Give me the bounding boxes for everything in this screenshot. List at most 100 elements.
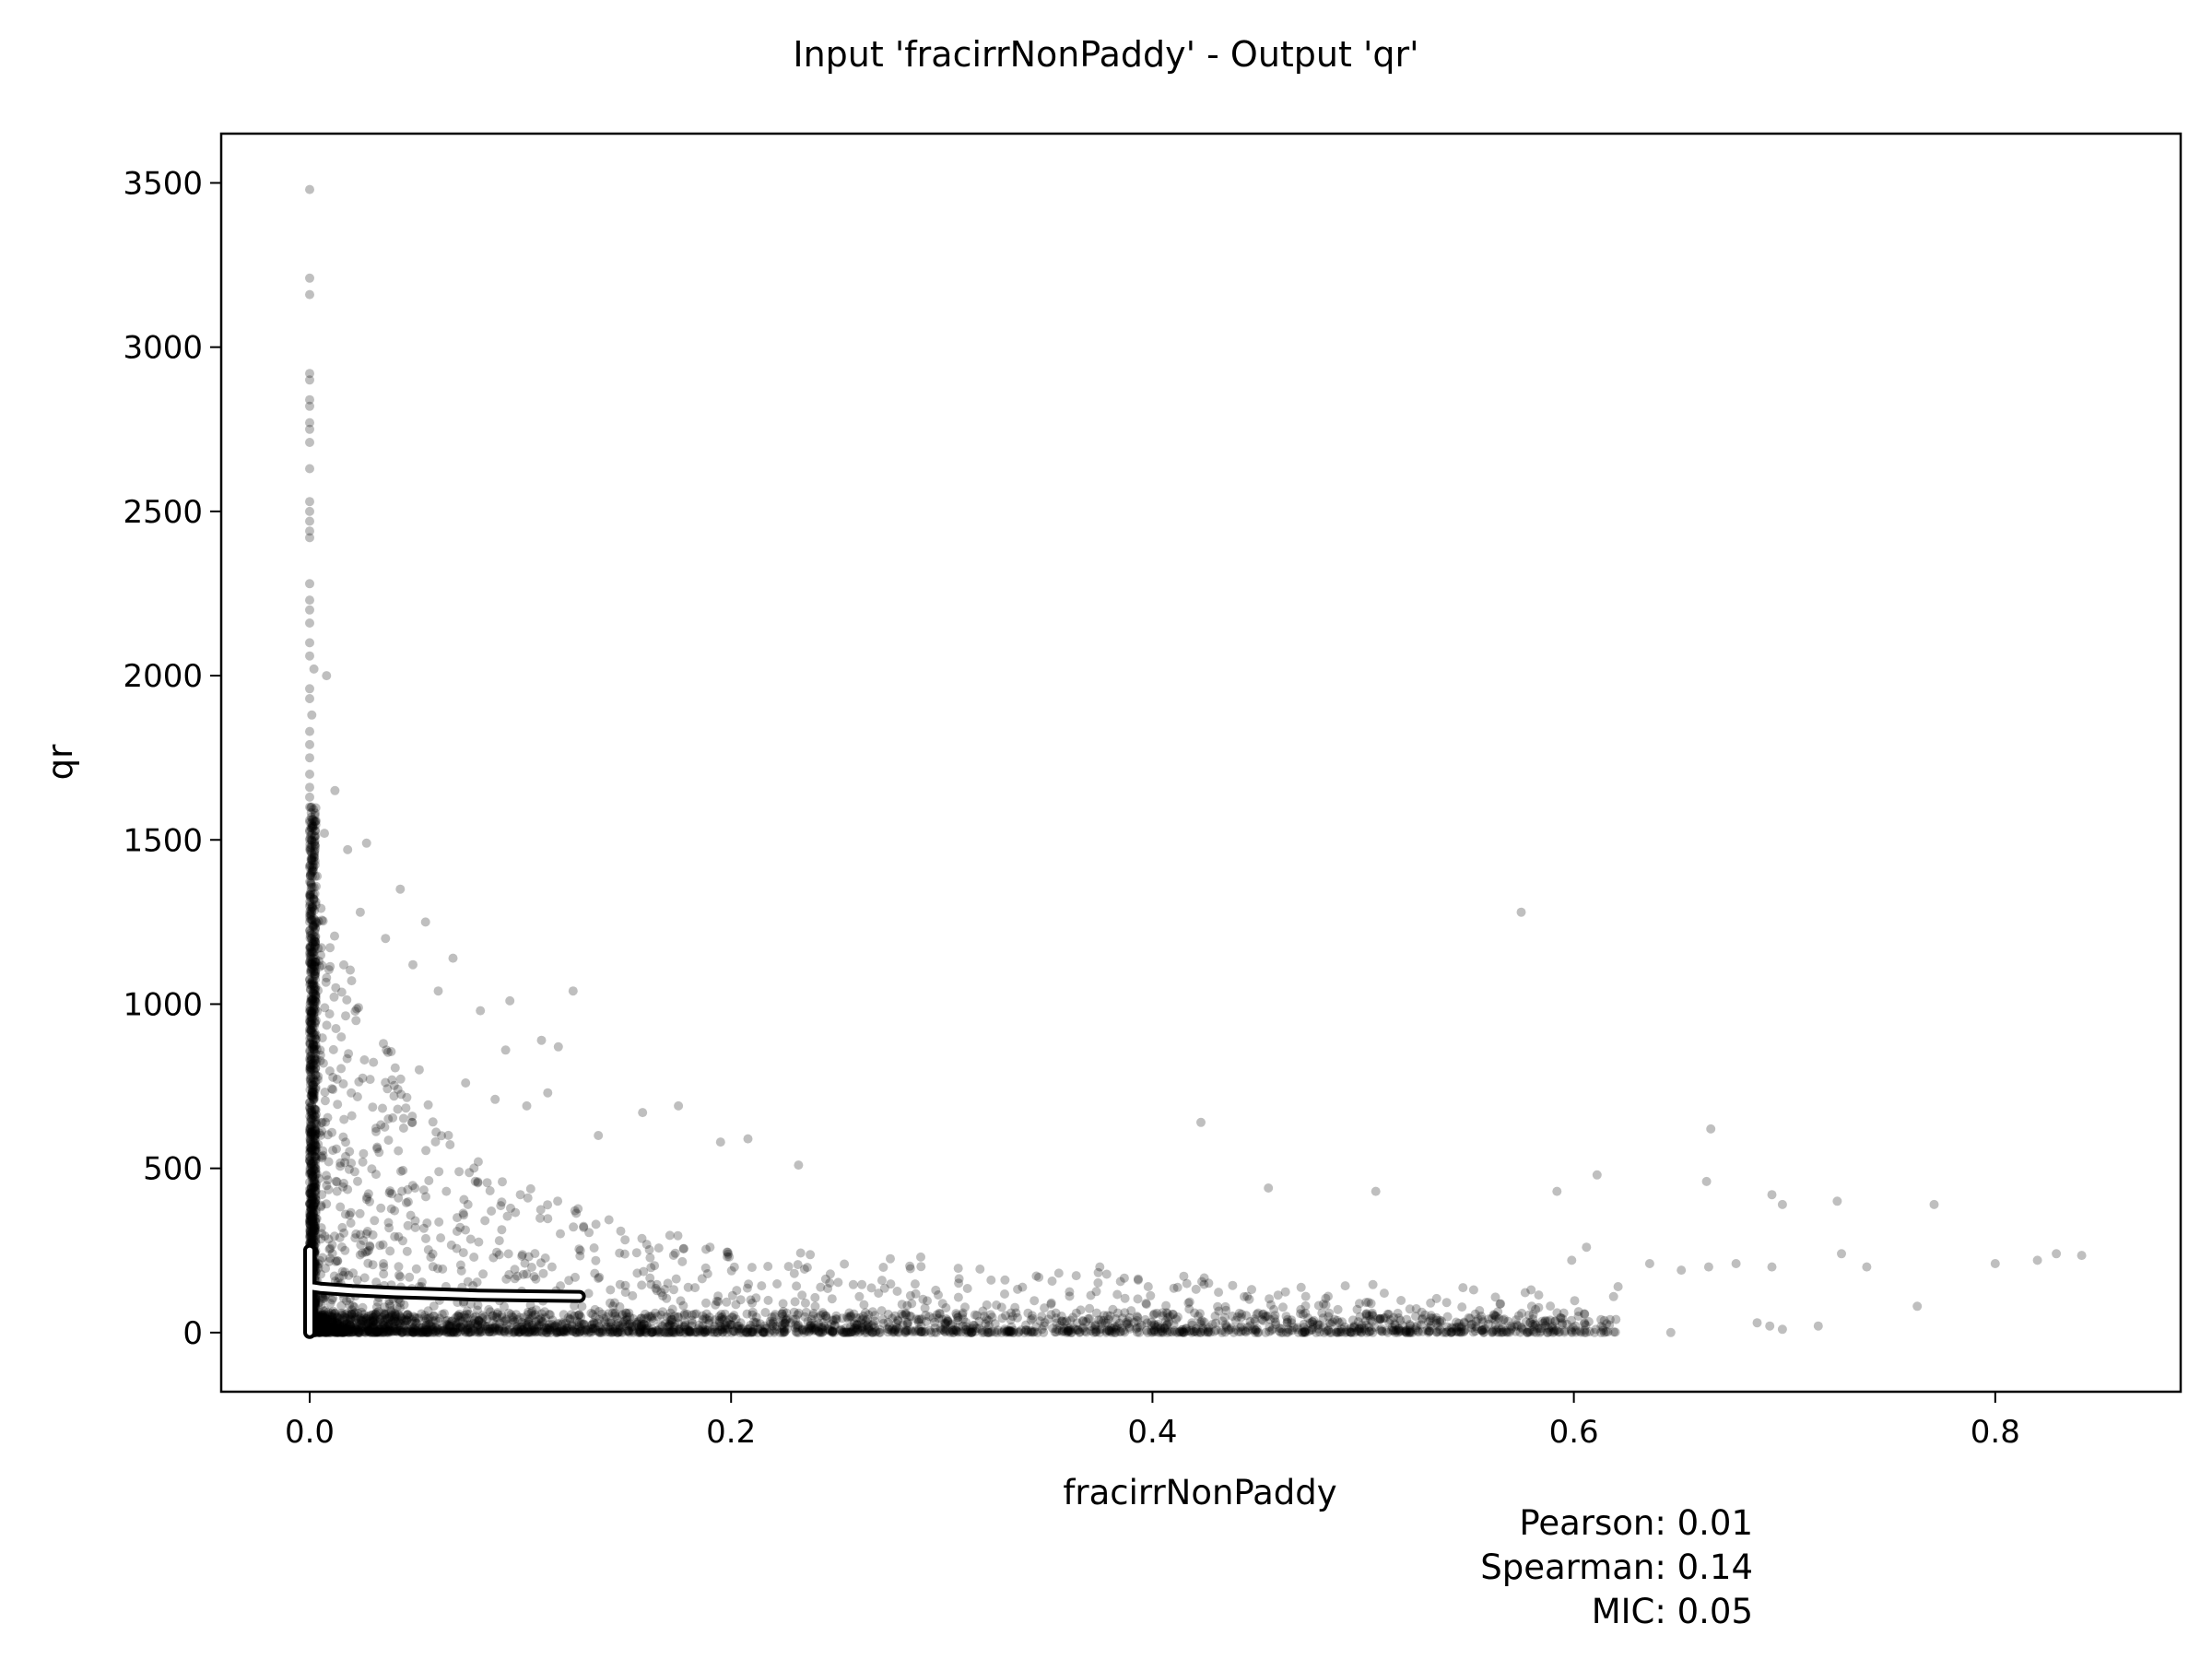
- data-point: [479, 1312, 489, 1322]
- data-point: [586, 1308, 596, 1318]
- data-point: [597, 1327, 607, 1337]
- data-point: [854, 1327, 865, 1337]
- data-point: [316, 1325, 326, 1335]
- statistics-box: Pearson: 0.01 Spearman: 0.14 MIC: 0.05: [1480, 1503, 1753, 1631]
- data-point: [366, 1327, 376, 1337]
- data-point: [329, 992, 339, 1002]
- data-point: [393, 1317, 403, 1327]
- data-point: [396, 1314, 406, 1324]
- data-point: [322, 671, 332, 681]
- data-point: [1471, 1316, 1481, 1326]
- data-point: [329, 1323, 338, 1333]
- data-point: [1308, 1323, 1318, 1333]
- data-point: [1135, 1323, 1145, 1332]
- data-point: [385, 1325, 395, 1335]
- data-point: [1929, 1199, 1939, 1209]
- data-point: [328, 1312, 338, 1323]
- data-point: [1191, 1284, 1201, 1294]
- data-point: [392, 1326, 402, 1336]
- data-point: [1381, 1326, 1391, 1336]
- data-point: [321, 1319, 331, 1329]
- data-point: [1211, 1318, 1221, 1328]
- data-point: [1396, 1296, 1406, 1305]
- data-point: [748, 1327, 759, 1337]
- data-point: [961, 1327, 971, 1337]
- data-point: [631, 1317, 641, 1327]
- data-point: [328, 1327, 338, 1337]
- data-point: [382, 1084, 393, 1094]
- data-point: [920, 1303, 930, 1313]
- data-point: [1090, 1321, 1100, 1331]
- data-point: [605, 1324, 615, 1335]
- data-point: [383, 1135, 394, 1146]
- data-point: [1140, 1314, 1150, 1324]
- data-point: [329, 1309, 339, 1319]
- data-point: [307, 1171, 317, 1182]
- data-point: [522, 1100, 532, 1111]
- data-point: [1470, 1309, 1480, 1319]
- data-point: [1198, 1324, 1208, 1334]
- data-point: [1451, 1327, 1461, 1337]
- data-point: [496, 1326, 506, 1336]
- data-point: [328, 1324, 338, 1334]
- data-point: [539, 1325, 549, 1335]
- data-point: [524, 1319, 534, 1329]
- data-point: [322, 1171, 331, 1181]
- data-point: [383, 1114, 394, 1124]
- data-point: [428, 1117, 438, 1127]
- data-point: [394, 1316, 404, 1326]
- data-point: [850, 1323, 860, 1333]
- data-point: [340, 1319, 350, 1329]
- data-point: [893, 1327, 903, 1336]
- data-point: [524, 1310, 533, 1319]
- data-point: [833, 1277, 843, 1288]
- data-point: [619, 1316, 629, 1326]
- data-point: [1029, 1327, 1039, 1337]
- data-point: [1522, 1327, 1532, 1337]
- data-point: [463, 1327, 473, 1337]
- data-point: [1251, 1325, 1261, 1335]
- data-point: [359, 1327, 369, 1336]
- data-point: [1503, 1316, 1513, 1326]
- data-point: [685, 1326, 695, 1336]
- data-point: [1456, 1326, 1466, 1336]
- data-point: [1706, 1124, 1716, 1134]
- data-point: [333, 1100, 343, 1110]
- data-point: [353, 1308, 363, 1318]
- data-point: [982, 1324, 993, 1335]
- data-point: [1063, 1326, 1073, 1335]
- data-point: [653, 1243, 664, 1253]
- data-point: [621, 1315, 631, 1325]
- data-point: [594, 1326, 604, 1336]
- data-point: [686, 1327, 696, 1336]
- data-point: [952, 1311, 961, 1320]
- data-point: [1333, 1304, 1343, 1314]
- data-point: [885, 1322, 894, 1332]
- data-point: [371, 1124, 381, 1134]
- data-point: [374, 1327, 384, 1337]
- data-point: [305, 978, 315, 988]
- data-point: [863, 1324, 872, 1335]
- data-point: [505, 995, 515, 1006]
- data-point: [379, 1324, 389, 1335]
- data-point: [437, 1323, 447, 1333]
- data-point: [423, 1327, 432, 1337]
- data-point: [313, 1326, 324, 1336]
- data-point: [425, 1319, 435, 1329]
- data-point: [691, 1327, 701, 1337]
- data-point: [1441, 1327, 1452, 1337]
- data-point: [324, 1324, 334, 1334]
- data-point: [806, 1323, 816, 1333]
- data-point: [806, 1318, 816, 1328]
- data-point: [809, 1324, 819, 1335]
- data-point: [1006, 1326, 1016, 1336]
- data-point: [958, 1308, 968, 1318]
- data-point: [848, 1326, 858, 1336]
- data-point: [559, 1326, 569, 1335]
- data-point: [305, 579, 314, 589]
- data-point: [408, 1327, 418, 1337]
- data-point: [314, 1320, 324, 1330]
- data-point: [818, 1310, 829, 1320]
- data-point: [328, 1317, 338, 1327]
- data-point: [354, 1325, 364, 1335]
